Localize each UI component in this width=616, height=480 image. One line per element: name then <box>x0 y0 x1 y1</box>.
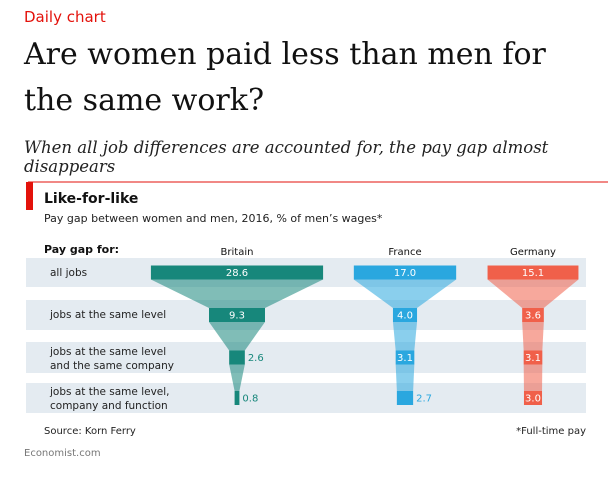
value-label: 9.3 <box>229 311 245 322</box>
funnel <box>522 322 544 351</box>
bar <box>396 391 414 405</box>
bar <box>523 391 543 405</box>
funnel <box>229 364 245 391</box>
subtitle: When all job differences are accounted f… <box>24 138 549 176</box>
row-label: jobs at the same level <box>50 309 167 321</box>
bar <box>150 265 324 280</box>
value-label: 3.1 <box>397 353 413 364</box>
row-label: jobs at the same level, company and func… <box>50 386 170 412</box>
funnel <box>150 279 324 308</box>
row-band <box>26 383 586 413</box>
value-label: 28.6 <box>226 268 248 279</box>
footer: Economist.com <box>24 448 101 459</box>
kicker: Daily chart <box>24 8 106 26</box>
column-label: France <box>388 247 421 258</box>
title: Are women paid less than men for the sam… <box>24 37 546 118</box>
column-label: Britain <box>221 247 254 258</box>
column-label: Germany <box>510 247 556 258</box>
funnel <box>353 279 457 308</box>
funnel <box>392 322 418 351</box>
row-band <box>26 342 586 373</box>
row-label: jobs at the same level and the same comp… <box>50 345 174 372</box>
value-label: 4.0 <box>397 311 413 322</box>
value-label: 3.1 <box>525 353 541 364</box>
row-label: all jobs <box>50 266 88 279</box>
funnel <box>395 364 415 391</box>
funnel <box>487 279 579 308</box>
value-label: 2.7 <box>416 394 432 405</box>
bar <box>395 350 415 365</box>
chart-subtitle: Pay gap between women and men, 2016, % o… <box>44 212 383 225</box>
funnel <box>523 364 543 391</box>
value-label: 3.6 <box>525 311 541 322</box>
value-label: 2.6 <box>248 353 264 364</box>
value-label: 17.0 <box>394 268 416 279</box>
bar <box>209 308 265 322</box>
value-label: 0.8 <box>242 394 258 405</box>
note: *Full-time pay <box>516 426 586 437</box>
bar <box>392 308 418 322</box>
row-band <box>26 300 586 330</box>
bar <box>487 265 579 280</box>
chart-title: Like-for-like <box>44 191 139 207</box>
row-header: Pay gap for: <box>44 243 120 256</box>
source: Source: Korn Ferry <box>44 426 136 437</box>
bar <box>522 308 544 322</box>
bar <box>523 350 543 365</box>
value-label: 3.0 <box>525 394 541 405</box>
value-label: 15.1 <box>522 268 544 279</box>
funnel <box>209 322 265 351</box>
red-tab <box>26 182 33 210</box>
bar <box>353 265 457 280</box>
bar <box>234 391 240 405</box>
bar <box>229 350 245 365</box>
